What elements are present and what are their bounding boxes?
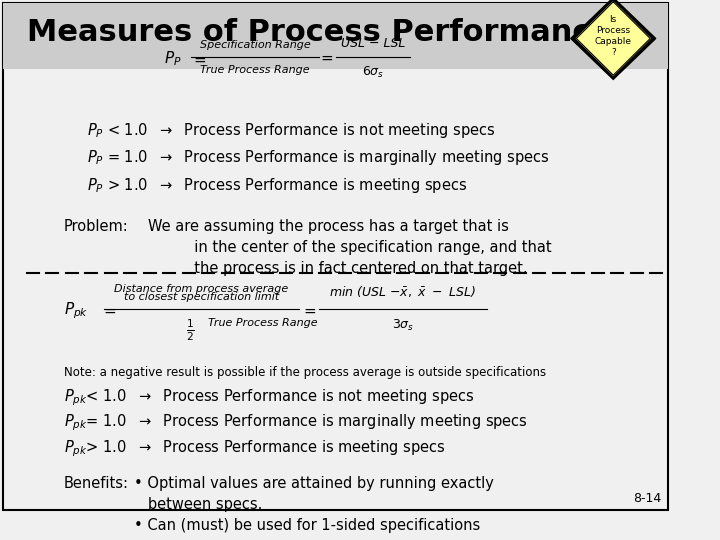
Text: We are assuming the process has a target that is
          in the center of the : We are assuming the process has a target… <box>148 219 552 275</box>
Text: $6\sigma_s$: $6\sigma_s$ <box>361 65 384 80</box>
Text: $P_{pk}$: $P_{pk}$ <box>64 300 89 321</box>
Text: $3\sigma_s$: $3\sigma_s$ <box>392 318 414 333</box>
Text: 8-14: 8-14 <box>634 492 662 505</box>
Text: min (USL $- \bar{x},\ \bar{x}\ -$ LSL): min (USL $- \bar{x},\ \bar{x}\ -$ LSL) <box>330 284 477 299</box>
Text: $P_P$ < 1.0  $\rightarrow$  Process Performance is not meeting specs: $P_P$ < 1.0 $\rightarrow$ Process Perfor… <box>87 122 496 140</box>
Text: True Process Range: True Process Range <box>200 65 310 75</box>
Text: to closest specification limit: to closest specification limit <box>124 292 279 302</box>
Text: $P_P$: $P_P$ <box>163 50 181 69</box>
Text: USL − LSL: USL − LSL <box>341 37 405 50</box>
Text: $P_{pk}$< 1.0  $\rightarrow$  Process Performance is not meeting specs: $P_{pk}$< 1.0 $\rightarrow$ Process Perf… <box>64 387 474 408</box>
Text: Specification Range: Specification Range <box>200 40 310 50</box>
Text: • Optimal values are attained by running exactly
   between specs.
• Can (must) : • Optimal values are attained by running… <box>135 476 494 533</box>
Text: $P_{pk}$= 1.0  $\rightarrow$  Process Performance is marginally meeting specs: $P_{pk}$= 1.0 $\rightarrow$ Process Perf… <box>64 413 528 434</box>
Text: Problem:: Problem: <box>64 219 129 233</box>
Text: $\frac{1}{2}$: $\frac{1}{2}$ <box>186 318 195 343</box>
Text: $=$: $=$ <box>101 303 117 318</box>
Text: Distance from process average: Distance from process average <box>114 284 289 294</box>
Text: $P_P$ > 1.0  $\rightarrow$  Process Performance is meeting specs: $P_P$ > 1.0 $\rightarrow$ Process Perfor… <box>87 176 467 195</box>
Text: Measures of Process Performance: Measures of Process Performance <box>27 18 611 47</box>
Text: $=$: $=$ <box>192 51 207 66</box>
Polygon shape <box>571 0 656 79</box>
Text: Note: a negative result is possible if the process average is outside specificat: Note: a negative result is possible if t… <box>64 367 546 380</box>
Text: Is
Process
Capable
?: Is Process Capable ? <box>595 15 631 57</box>
Text: $P_P$ = 1.0  $\rightarrow$  Process Performance is marginally meeting specs: $P_P$ = 1.0 $\rightarrow$ Process Perfor… <box>87 148 549 167</box>
Text: $=$: $=$ <box>301 303 317 318</box>
FancyBboxPatch shape <box>4 3 668 69</box>
Text: True Process Range: True Process Range <box>208 318 318 327</box>
Text: $=$: $=$ <box>318 50 334 65</box>
Text: $P_{pk}$> 1.0  $\rightarrow$  Process Performance is meeting specs: $P_{pk}$> 1.0 $\rightarrow$ Process Perf… <box>64 438 446 459</box>
Text: Benefits:: Benefits: <box>64 476 129 491</box>
Polygon shape <box>576 2 650 75</box>
FancyBboxPatch shape <box>4 3 668 510</box>
